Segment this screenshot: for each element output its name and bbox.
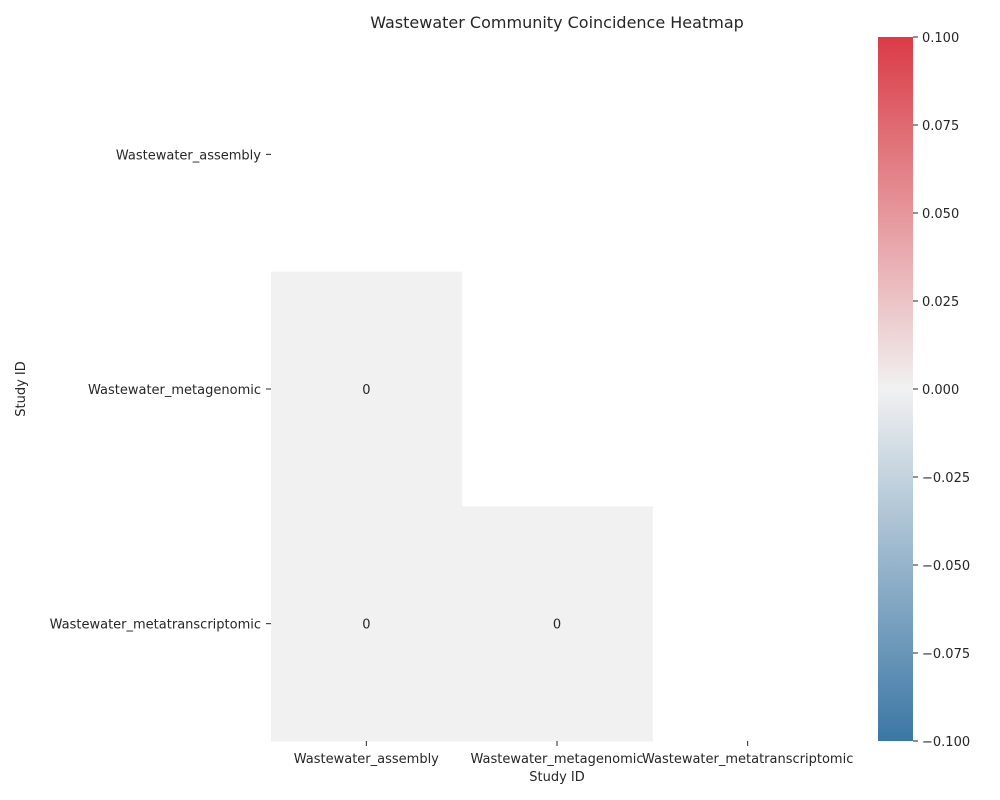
colorbar-tick-label: 0.100 [922,31,959,46]
y-axis-ticks: Wastewater_assembly Wastewater_metagenomi… [50,148,271,633]
cells-layer: 0 0 0 [271,271,653,742]
y-tick-label: Wastewater_assembly [116,148,261,163]
colorbar [878,37,913,741]
heatmap-cell [271,506,463,742]
x-tick-label: Wastewater_assembly [294,752,439,767]
colorbar-tick-label: 0.025 [922,295,959,310]
x-axis-label: Study ID [529,770,585,785]
colorbar-tick-label: −0.050 [922,559,970,574]
colorbar-tick-label: −0.025 [922,471,970,486]
y-tick-label: Wastewater_metatranscriptomic [50,618,261,633]
colorbar-tick-label: −0.100 [922,735,970,750]
x-tick-label: Wastewater_metagenomic [471,752,644,767]
colorbar-tick-label: 0.050 [922,207,959,222]
x-axis-ticks: Wastewater_assembly Wastewater_metagenomi… [294,741,853,767]
heatmap-cell [271,271,463,507]
colorbar-tick-label: 0.075 [922,119,959,134]
cell-value-label: 0 [362,618,370,633]
y-axis-label: Study ID [14,361,29,417]
colorbar-tick-label: 0.000 [922,383,959,398]
colorbar-ticks: 0.100 0.075 0.050 0.025 0.000 −0.025 −0.050 −0.… [913,31,970,750]
y-tick-label: Wastewater_metagenomic [88,383,261,398]
x-tick-label: Wastewater_metatranscriptomic [642,752,853,767]
colorbar-tick-label: −0.075 [922,647,970,662]
cell-value-label: 0 [362,383,370,398]
cell-value-label: 0 [553,618,561,633]
heatmap-cell [461,506,653,742]
chart-title: Wastewater Community Coincidence Heatmap [370,13,744,32]
